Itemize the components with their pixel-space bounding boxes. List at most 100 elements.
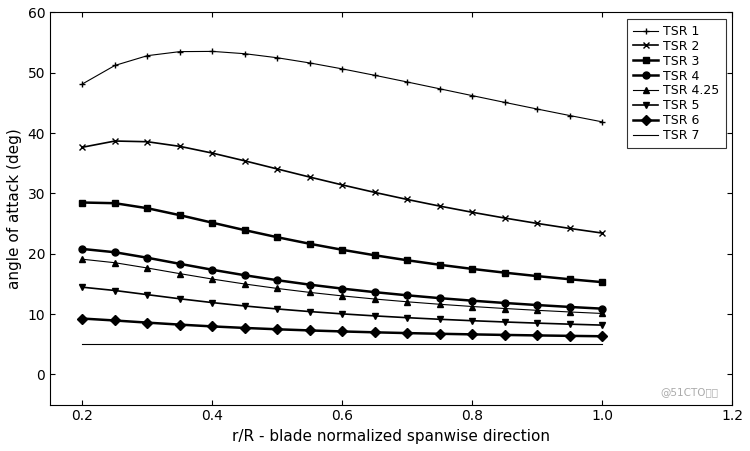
TSR 2 <box>78 144 87 150</box>
TSR 1 <box>500 100 509 105</box>
TSR 7 <box>532 341 542 347</box>
TSR 2 <box>566 226 574 231</box>
TSR 7 <box>598 341 607 347</box>
TSR 1 <box>143 53 152 58</box>
TSR 4 <box>435 295 444 301</box>
TSR 7 <box>78 341 87 347</box>
TSR 5 <box>305 309 314 314</box>
TSR 2 <box>176 144 184 149</box>
TSR 7 <box>566 341 574 347</box>
TSR 7 <box>435 341 444 347</box>
Text: @51CTO博客: @51CTO博客 <box>661 387 718 397</box>
TSR 4.25 <box>468 304 477 309</box>
TSR 2 <box>435 203 444 209</box>
TSR 7 <box>143 341 152 347</box>
TSR 1 <box>305 60 314 66</box>
TSR 7 <box>110 341 119 347</box>
TSR 4 <box>403 293 412 298</box>
TSR 6 <box>240 325 249 331</box>
TSR 6 <box>78 316 87 321</box>
TSR 6 <box>598 334 607 339</box>
TSR 1 <box>468 93 477 98</box>
TSR 7 <box>240 341 249 347</box>
TSR 4 <box>208 267 217 272</box>
TSR 1 <box>370 73 380 78</box>
TSR 3 <box>468 266 477 272</box>
TSR 4 <box>143 255 152 261</box>
TSR 4.25 <box>566 309 574 315</box>
TSR 4 <box>500 300 509 306</box>
TSR 6 <box>370 330 380 335</box>
TSR 7 <box>305 341 314 347</box>
Line: TSR 1: TSR 1 <box>79 48 605 125</box>
TSR 2 <box>403 197 412 202</box>
TSR 5 <box>110 288 119 293</box>
TSR 3 <box>273 235 282 240</box>
TSR 4 <box>305 282 314 287</box>
TSR 3 <box>338 247 346 253</box>
TSR 4.25 <box>273 286 282 291</box>
TSR 5 <box>78 285 87 290</box>
TSR 1 <box>532 106 542 112</box>
TSR 7 <box>176 341 184 347</box>
TSR 2 <box>500 215 509 221</box>
TSR 1 <box>176 49 184 54</box>
TSR 3 <box>240 227 249 233</box>
TSR 2 <box>208 150 217 156</box>
TSR 3 <box>78 200 87 205</box>
TSR 6 <box>500 332 509 338</box>
TSR 5 <box>566 322 574 327</box>
TSR 4.25 <box>500 306 509 311</box>
TSR 6 <box>110 318 119 323</box>
TSR 3 <box>208 220 217 226</box>
TSR 5 <box>598 322 607 328</box>
TSR 2 <box>305 175 314 180</box>
Y-axis label: angle of attack (deg): angle of attack (deg) <box>7 128 22 289</box>
TSR 7 <box>403 341 412 347</box>
TSR 4.25 <box>208 276 217 282</box>
Line: TSR 6: TSR 6 <box>79 315 605 340</box>
TSR 1 <box>338 66 346 72</box>
TSR 3 <box>305 241 314 247</box>
X-axis label: r/R - blade normalized spanwise direction: r/R - blade normalized spanwise directio… <box>232 429 550 444</box>
TSR 5 <box>143 292 152 297</box>
TSR 3 <box>435 262 444 267</box>
TSR 1 <box>566 113 574 118</box>
TSR 5 <box>435 317 444 322</box>
TSR 7 <box>273 341 282 347</box>
TSR 5 <box>240 303 249 308</box>
TSR 4.25 <box>143 265 152 271</box>
TSR 3 <box>598 280 607 285</box>
TSR 6 <box>273 327 282 332</box>
TSR 3 <box>500 270 509 276</box>
Line: TSR 5: TSR 5 <box>79 284 605 329</box>
TSR 4.25 <box>305 290 314 295</box>
TSR 6 <box>305 328 314 333</box>
TSR 1 <box>435 86 444 92</box>
TSR 4.25 <box>435 302 444 307</box>
TSR 2 <box>468 210 477 215</box>
TSR 7 <box>468 341 477 347</box>
TSR 6 <box>532 333 542 338</box>
TSR 5 <box>500 319 509 325</box>
Legend: TSR 1, TSR 2, TSR 3, TSR 4, TSR 4.25, TSR 5, TSR 6, TSR 7: TSR 1, TSR 2, TSR 3, TSR 4, TSR 4.25, TS… <box>627 18 726 148</box>
TSR 6 <box>143 320 152 325</box>
TSR 3 <box>370 253 380 258</box>
TSR 5 <box>176 296 184 302</box>
TSR 6 <box>403 331 412 336</box>
TSR 4.25 <box>240 281 249 287</box>
TSR 2 <box>110 138 119 144</box>
TSR 5 <box>532 320 542 326</box>
TSR 1 <box>403 79 412 85</box>
TSR 2 <box>273 166 282 172</box>
TSR 2 <box>143 139 152 144</box>
TSR 1 <box>598 119 607 124</box>
TSR 6 <box>338 329 346 334</box>
TSR 3 <box>176 212 184 218</box>
TSR 4.25 <box>338 293 346 299</box>
TSR 2 <box>370 190 380 195</box>
TSR 3 <box>566 276 574 282</box>
TSR 6 <box>176 322 184 327</box>
TSR 2 <box>338 182 346 188</box>
TSR 4 <box>598 306 607 311</box>
